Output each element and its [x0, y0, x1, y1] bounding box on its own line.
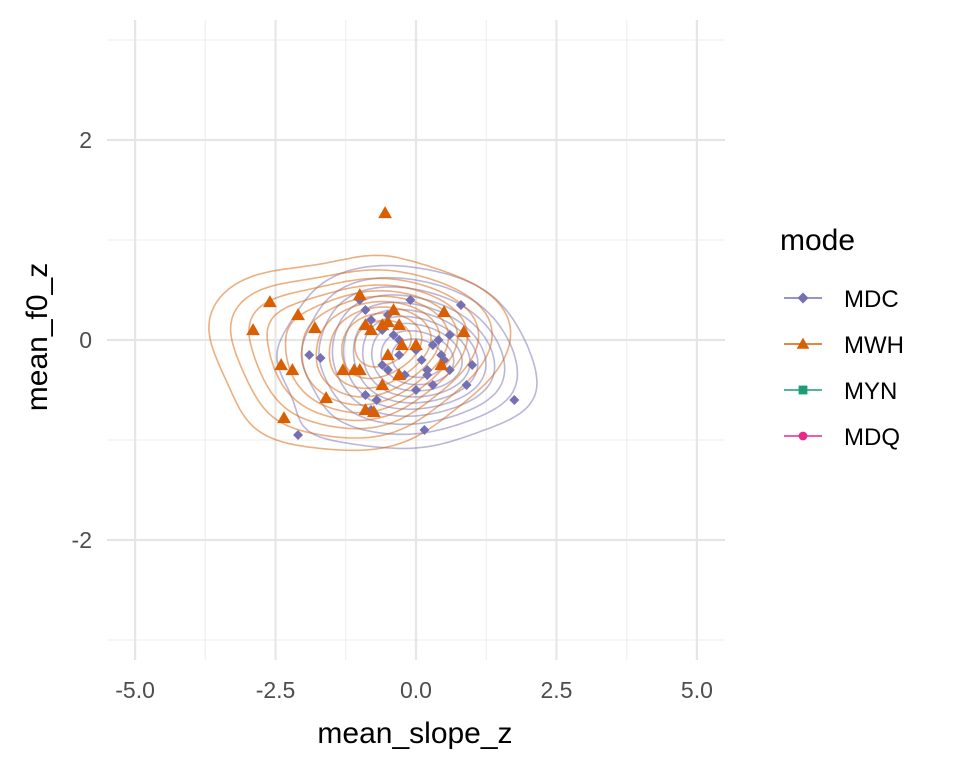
legend-item-myn: MYN: [784, 378, 897, 405]
mdc-point: [444, 330, 455, 340]
mwh-point: [364, 323, 378, 336]
mdc-point: [394, 350, 405, 360]
mdc-point: [419, 425, 430, 435]
mwh-point: [319, 391, 334, 404]
legend-item-mdq: MDQ: [784, 424, 900, 451]
mwh-point: [386, 303, 401, 316]
mwh-contour-line: [208, 254, 512, 452]
mwh-contour-line: [301, 295, 450, 406]
density-contours: [208, 254, 538, 452]
mdc-point: [382, 365, 393, 375]
mwh-point: [352, 363, 367, 376]
tick-labels: -5.0 -2.5 0.0 2.5 5.0 -2 0 2: [72, 127, 713, 703]
mdc-point: [411, 385, 421, 395]
mwh-point: [307, 321, 322, 334]
mdc-point: [360, 305, 371, 315]
legend-item-mwh: MWH: [784, 332, 904, 359]
mwh-point: [434, 358, 449, 371]
legend-label: MDQ: [844, 424, 900, 451]
grid-layer: [107, 20, 725, 660]
legend-key-square-icon: [798, 385, 808, 395]
mwh-point: [246, 323, 260, 336]
mdc-contour-line: [342, 301, 487, 410]
mdc-point: [377, 360, 388, 370]
mdc-point: [461, 380, 472, 390]
mdc-point: [444, 365, 455, 375]
mwh-point: [336, 363, 350, 376]
mwh-point: [277, 411, 291, 424]
mwh-point: [392, 318, 407, 331]
mdc-point: [388, 330, 399, 340]
mdc-point: [427, 380, 438, 390]
legend-key-diamond-icon: [797, 292, 809, 304]
legend-item-mdc: MDC: [784, 286, 899, 313]
mwh-point: [291, 308, 305, 321]
x-axis-title: mean_slope_z: [317, 717, 512, 750]
mwh-point: [392, 368, 407, 381]
legend-title: mode: [780, 224, 855, 257]
mwh-point: [409, 338, 423, 351]
data-points: [246, 206, 520, 440]
mdc-point: [436, 350, 447, 360]
mwh-point: [263, 295, 277, 308]
legend-label: MYN: [844, 378, 897, 405]
mwh-point: [352, 288, 367, 301]
x-tick-label: -5.0: [115, 677, 155, 703]
mwh-point: [456, 325, 471, 338]
y-tick-label: -2: [72, 527, 92, 553]
mwh-point: [358, 403, 373, 416]
mdc-point: [405, 295, 416, 305]
mdc-point: [371, 395, 382, 405]
x-tick-label: 0.0: [400, 677, 432, 703]
legend-key-circle-icon: [798, 431, 808, 441]
mwh-contour-line: [284, 290, 459, 414]
mwh-point: [375, 378, 390, 391]
y-tick-label: 2: [79, 127, 92, 153]
y-axis-title: mean_f0_z: [21, 263, 54, 411]
mdc-contour-line: [300, 276, 519, 436]
mdc-contour-line: [318, 286, 506, 426]
mdc-point: [304, 350, 315, 360]
mdc-point: [467, 360, 478, 370]
mwh-contour-line: [229, 269, 493, 439]
mdc-point: [416, 355, 427, 365]
mdc-point: [455, 300, 466, 310]
mwh-point: [378, 206, 392, 219]
mwh-point: [366, 405, 381, 418]
mdc-point: [433, 335, 444, 345]
mdc-point: [427, 340, 438, 350]
mdc-point: [315, 353, 326, 363]
x-tick-label: 2.5: [540, 677, 572, 703]
mdc-point: [366, 315, 377, 325]
mdc-point: [509, 395, 520, 405]
mwh-point: [395, 338, 409, 351]
x-tick-label: -2.5: [256, 677, 296, 703]
legend-label: MDC: [844, 286, 899, 313]
mdc-point: [422, 370, 433, 380]
legend-label: MWH: [844, 332, 904, 359]
mwh-point: [285, 363, 300, 376]
mdc-point: [360, 390, 371, 400]
legend-key-triangle-icon: [796, 337, 810, 349]
mwh-point: [381, 315, 395, 328]
mdc-point: [293, 430, 304, 440]
mwh-point: [381, 348, 395, 361]
legend: mode MDC MWH MYN MDQ: [780, 224, 904, 451]
mwh-point: [274, 358, 289, 371]
x-tick-label: 5.0: [681, 677, 713, 703]
mwh-point: [437, 305, 451, 318]
y-tick-label: 0: [79, 327, 92, 353]
